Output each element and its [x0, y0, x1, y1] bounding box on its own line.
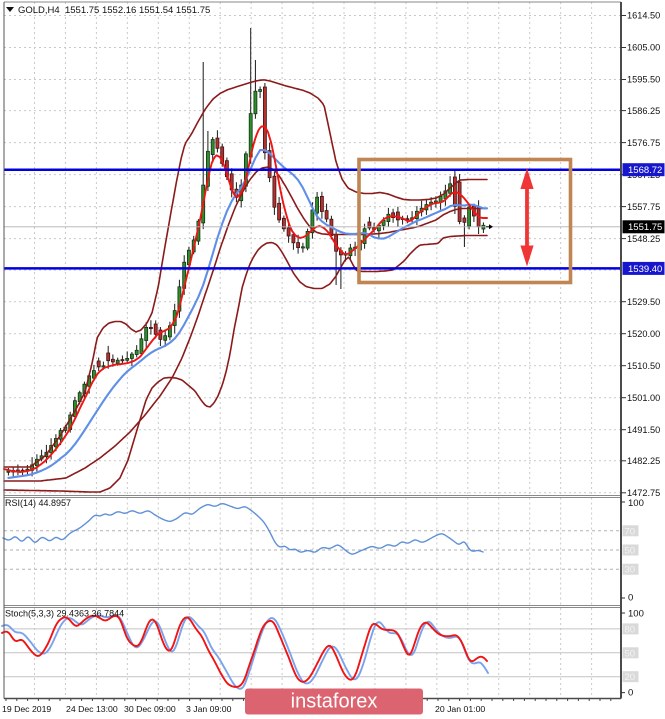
svg-text:30 Dec 09:00: 30 Dec 09:00	[124, 704, 176, 714]
svg-text:20 Jan 01:00: 20 Jan 01:00	[435, 704, 485, 714]
svg-text:70: 70	[625, 526, 636, 537]
svg-text:RSI(14) 44.8957: RSI(14) 44.8957	[5, 498, 71, 508]
svg-text:GOLD,H4 1551.75 1552.16 1551.: GOLD,H4 1551.75 1552.16 1551.54 1551.75	[18, 5, 210, 16]
svg-text:1576.75: 1576.75	[627, 138, 660, 148]
svg-text:1548.25: 1548.25	[627, 234, 660, 244]
svg-text:24 Dec 13:00: 24 Dec 13:00	[66, 704, 118, 714]
svg-text:80: 80	[625, 624, 636, 635]
svg-text:20: 20	[625, 672, 636, 683]
svg-text:50: 50	[625, 546, 636, 557]
svg-text:1510.50: 1510.50	[627, 361, 660, 371]
svg-text:1605.00: 1605.00	[627, 43, 660, 53]
svg-text:1586.25: 1586.25	[627, 106, 660, 116]
svg-text:1568.72: 1568.72	[628, 165, 662, 176]
svg-text:1614.50: 1614.50	[627, 11, 660, 21]
svg-text:30: 30	[625, 565, 636, 576]
svg-text:50: 50	[625, 648, 636, 659]
svg-text:1520.00: 1520.00	[627, 329, 660, 339]
svg-text:1595.50: 1595.50	[627, 75, 660, 85]
svg-text:1491.50: 1491.50	[627, 425, 660, 435]
svg-text:1472.75: 1472.75	[627, 488, 660, 498]
svg-text:3 Jan 09:00: 3 Jan 09:00	[186, 704, 232, 714]
svg-text:19 Dec 2019: 19 Dec 2019	[2, 704, 51, 714]
svg-text:1529.50: 1529.50	[627, 297, 660, 307]
svg-text:1551.75: 1551.75	[628, 222, 662, 233]
svg-text:100: 100	[628, 498, 644, 509]
svg-text:0: 0	[628, 688, 633, 699]
svg-text:instaforex: instaforex	[291, 691, 378, 713]
svg-text:1501.00: 1501.00	[627, 393, 660, 403]
svg-text:1539.40: 1539.40	[628, 264, 662, 275]
svg-text:1482.25: 1482.25	[627, 456, 660, 466]
svg-text:0: 0	[628, 593, 633, 604]
svg-text:1557.75: 1557.75	[627, 202, 660, 212]
svg-text:100: 100	[628, 609, 644, 620]
svg-text:Stoch(5,3,3) 29.4363 36.7844: Stoch(5,3,3) 29.4363 36.7844	[5, 609, 124, 619]
